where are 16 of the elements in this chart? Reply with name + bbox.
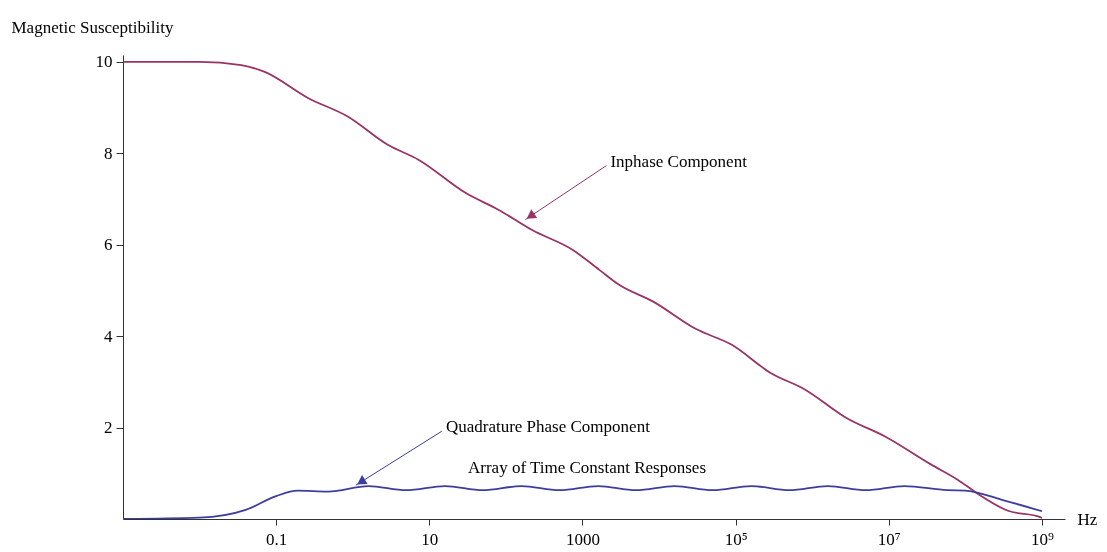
- y-tick-label: 2: [104, 418, 113, 438]
- x-tick-label: 10⁷: [877, 529, 901, 549]
- annotation: Quadrature Phase Component: [445, 417, 651, 437]
- annotation: Inphase Component: [610, 151, 748, 171]
- y-tick-label: 8: [104, 143, 113, 163]
- y-tick-label: 6: [104, 235, 113, 255]
- x-tick-label: 0.1: [266, 529, 288, 549]
- x-tick-label: 10⁵: [724, 529, 748, 549]
- y-tick-label: 10: [95, 52, 113, 72]
- y-axis-title: Magnetic Susceptibility: [11, 17, 174, 37]
- x-axis-title: Hz: [1077, 509, 1098, 529]
- annotation: Array of Time Constant Responses: [468, 458, 706, 477]
- x-tick-label: 10: [421, 529, 439, 549]
- y-tick-label: 4: [104, 326, 113, 346]
- x-tick-label: 1000: [565, 529, 600, 549]
- x-tick-label: 10⁹: [1030, 529, 1054, 549]
